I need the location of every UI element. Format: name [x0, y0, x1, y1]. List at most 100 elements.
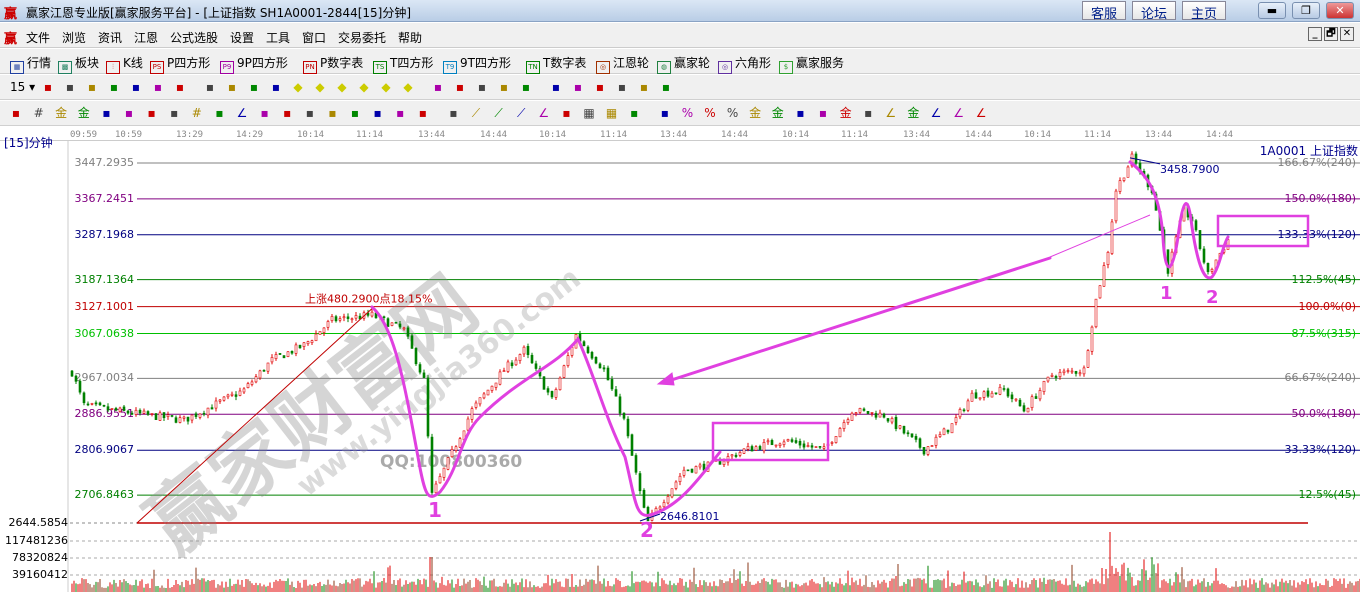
notes-icon[interactable]: ▪	[595, 80, 605, 94]
gold2-icon[interactable]: 金	[77, 106, 90, 120]
percent-red-icon[interactable]: %	[681, 106, 694, 120]
close-button[interactable]: ✕	[1326, 2, 1354, 19]
toolbar-hexagon-button[interactable]: ◎ 六角形	[718, 54, 771, 74]
pattern-icon[interactable]: ▪	[521, 80, 531, 94]
toolbar-pn-button[interactable]: PN P数字表	[303, 54, 363, 74]
toolbar-grid-table-button[interactable]: ▦ 行情	[10, 54, 51, 74]
toolbar-candlestick-button[interactable]: ⫶ K线	[106, 54, 143, 74]
doc-icon[interactable]: ▪	[65, 80, 75, 94]
toolbar-winner-wheel-button[interactable]: ◍ 赢家轮	[657, 54, 710, 74]
fan-icon[interactable]: ⟋	[471, 106, 481, 120]
grid2-icon[interactable]: ▦	[605, 106, 618, 120]
square-icon[interactable]: ▪	[305, 106, 314, 120]
first-icon[interactable]: ▪	[205, 80, 215, 94]
parallel-icon[interactable]: ▪	[328, 106, 337, 120]
expand-diamond-icon[interactable]: ◆	[337, 80, 347, 94]
toolbar-t9-button[interactable]: T9 9T四方形	[443, 54, 511, 74]
color-chart-icon[interactable]: ▪	[175, 80, 185, 94]
win-angle-icon[interactable]: ∠	[953, 106, 964, 120]
toolbar-gann-wheel-button[interactable]: ◎ 江恩轮	[596, 54, 649, 74]
toolbar-p9-button[interactable]: P9 9P四方形	[220, 54, 288, 74]
menu-gann[interactable]: 江恩	[134, 31, 159, 45]
hash2-icon[interactable]: #	[191, 106, 202, 120]
pen2-icon[interactable]: ▪	[147, 106, 156, 120]
menu-tools[interactable]: 工具	[266, 31, 291, 45]
toolbar-blocks-button[interactable]: ▩ 板块	[58, 54, 99, 74]
box-icon[interactable]: ▪	[449, 106, 458, 120]
minimize-button[interactable]: ▬	[1258, 2, 1286, 19]
mdi-minimize-button[interactable]: _	[1308, 27, 1322, 41]
right-diamond-icon[interactable]: ◆	[315, 80, 325, 94]
toolbar-ts-button[interactable]: TS T四方形	[373, 54, 433, 74]
width-icon[interactable]: ▪	[418, 106, 427, 120]
next-icon[interactable]: ▪	[271, 80, 281, 94]
angle-icon[interactable]: ∠	[538, 106, 550, 120]
spiral-icon[interactable]: ▪	[124, 106, 134, 120]
prev-icon[interactable]: ▪	[249, 80, 259, 94]
bar3-icon[interactable]: ▪	[87, 80, 97, 94]
square-fan-icon[interactable]: ⟋	[494, 106, 503, 120]
save-icon[interactable]: ▪	[617, 80, 627, 94]
win-icon[interactable]: ▪	[373, 106, 382, 120]
mdi-restore-button[interactable]: 🗗	[1324, 27, 1338, 41]
chart-area[interactable]: 09:59 10:59 13:29 14:29 10:14 11:14 13:44 14:44…	[0, 127, 1360, 592]
menu-trade[interactable]: 交易委托	[338, 31, 387, 45]
menu-news[interactable]: 资讯	[98, 31, 123, 45]
star-diamond-icon[interactable]: ◆	[381, 80, 391, 94]
toolbar-ps-button[interactable]: PS P四方形	[150, 54, 210, 74]
move-diamond-icon[interactable]: ◆	[403, 80, 413, 94]
mask-icon[interactable]: ▪	[499, 80, 509, 94]
gold1-icon[interactable]: 金	[55, 106, 68, 120]
calculator-icon[interactable]: ▪	[573, 80, 583, 94]
left-diamond-icon[interactable]: ◆	[293, 80, 303, 94]
toolbar-dollar-button[interactable]: $ 赢家服务	[779, 54, 844, 74]
pen-icon[interactable]: ▪	[11, 106, 21, 120]
hand-icon[interactable]: ▪	[433, 80, 443, 94]
gold-lines-icon[interactable]: 金	[771, 106, 784, 120]
gold-angle-icon[interactable]: 金	[907, 106, 920, 120]
percent-icon[interactable]: %	[704, 106, 716, 120]
bar9-icon[interactable]: ▪	[109, 80, 119, 94]
menu-settings[interactable]: 设置	[230, 31, 255, 45]
cross-out-icon[interactable]: ▪	[153, 80, 163, 94]
menu-help[interactable]: 帮助	[398, 31, 423, 45]
j-icon[interactable]: ▪	[864, 106, 873, 120]
percent-lines-icon[interactable]: %	[726, 106, 739, 120]
network-icon[interactable]: ▪	[639, 80, 649, 94]
forum-button[interactable]: 论坛	[1132, 1, 1177, 22]
crosshair-icon[interactable]: ▪	[455, 80, 465, 94]
triangle-icon[interactable]: ∠	[236, 106, 248, 120]
toolbar-tn-button[interactable]: TN T数字表	[526, 54, 586, 74]
line-draw-icon[interactable]: ▪	[477, 80, 487, 94]
shrink-diamond-icon[interactable]: ◆	[359, 80, 369, 94]
gold-circle-icon[interactable]: 金	[749, 106, 762, 120]
menu-window[interactable]: 窗口	[302, 31, 327, 45]
god-angle-icon[interactable]: ∠	[930, 106, 942, 120]
last-icon[interactable]: ▪	[227, 80, 237, 94]
table-icon[interactable]: ▪	[396, 106, 405, 120]
hash-icon[interactable]: #	[33, 106, 44, 120]
n2-icon[interactable]: ▪	[215, 106, 224, 120]
menu-file[interactable]: 文件	[26, 31, 51, 45]
menu-browse[interactable]: 浏览	[62, 31, 87, 45]
up-icon[interactable]: ▪	[818, 106, 828, 120]
red-fan-icon[interactable]: ⟋	[516, 106, 526, 120]
menu-formula[interactable]: 公式选股	[170, 31, 219, 45]
star-icon[interactable]: ▪	[283, 106, 292, 120]
target-icon[interactable]: ▪	[260, 106, 269, 120]
calendar-icon[interactable]: ▪	[551, 80, 561, 94]
customer-service-button[interactable]: 客服	[1082, 1, 1127, 22]
zoom-icon[interactable]: ▪	[43, 80, 53, 94]
ruler-icon[interactable]: ▪	[660, 106, 669, 120]
restore-button[interactable]: ❐	[1292, 2, 1320, 19]
candle-select-icon[interactable]: ▪	[131, 80, 141, 94]
period-selector[interactable]: 15 ▾	[10, 80, 36, 94]
mdi-close-button[interactable]: ✕	[1340, 27, 1354, 41]
lines-icon[interactable]: ▪	[630, 106, 639, 120]
bolt-icon[interactable]: ▪	[796, 106, 805, 120]
god-icon[interactable]: ▪	[350, 106, 360, 120]
grid-icon[interactable]: ▦	[583, 106, 595, 120]
zigzag-icon[interactable]: ▪	[562, 106, 571, 120]
gold3-icon[interactable]: 金	[839, 106, 852, 120]
f-icon[interactable]: ▪	[102, 106, 111, 120]
